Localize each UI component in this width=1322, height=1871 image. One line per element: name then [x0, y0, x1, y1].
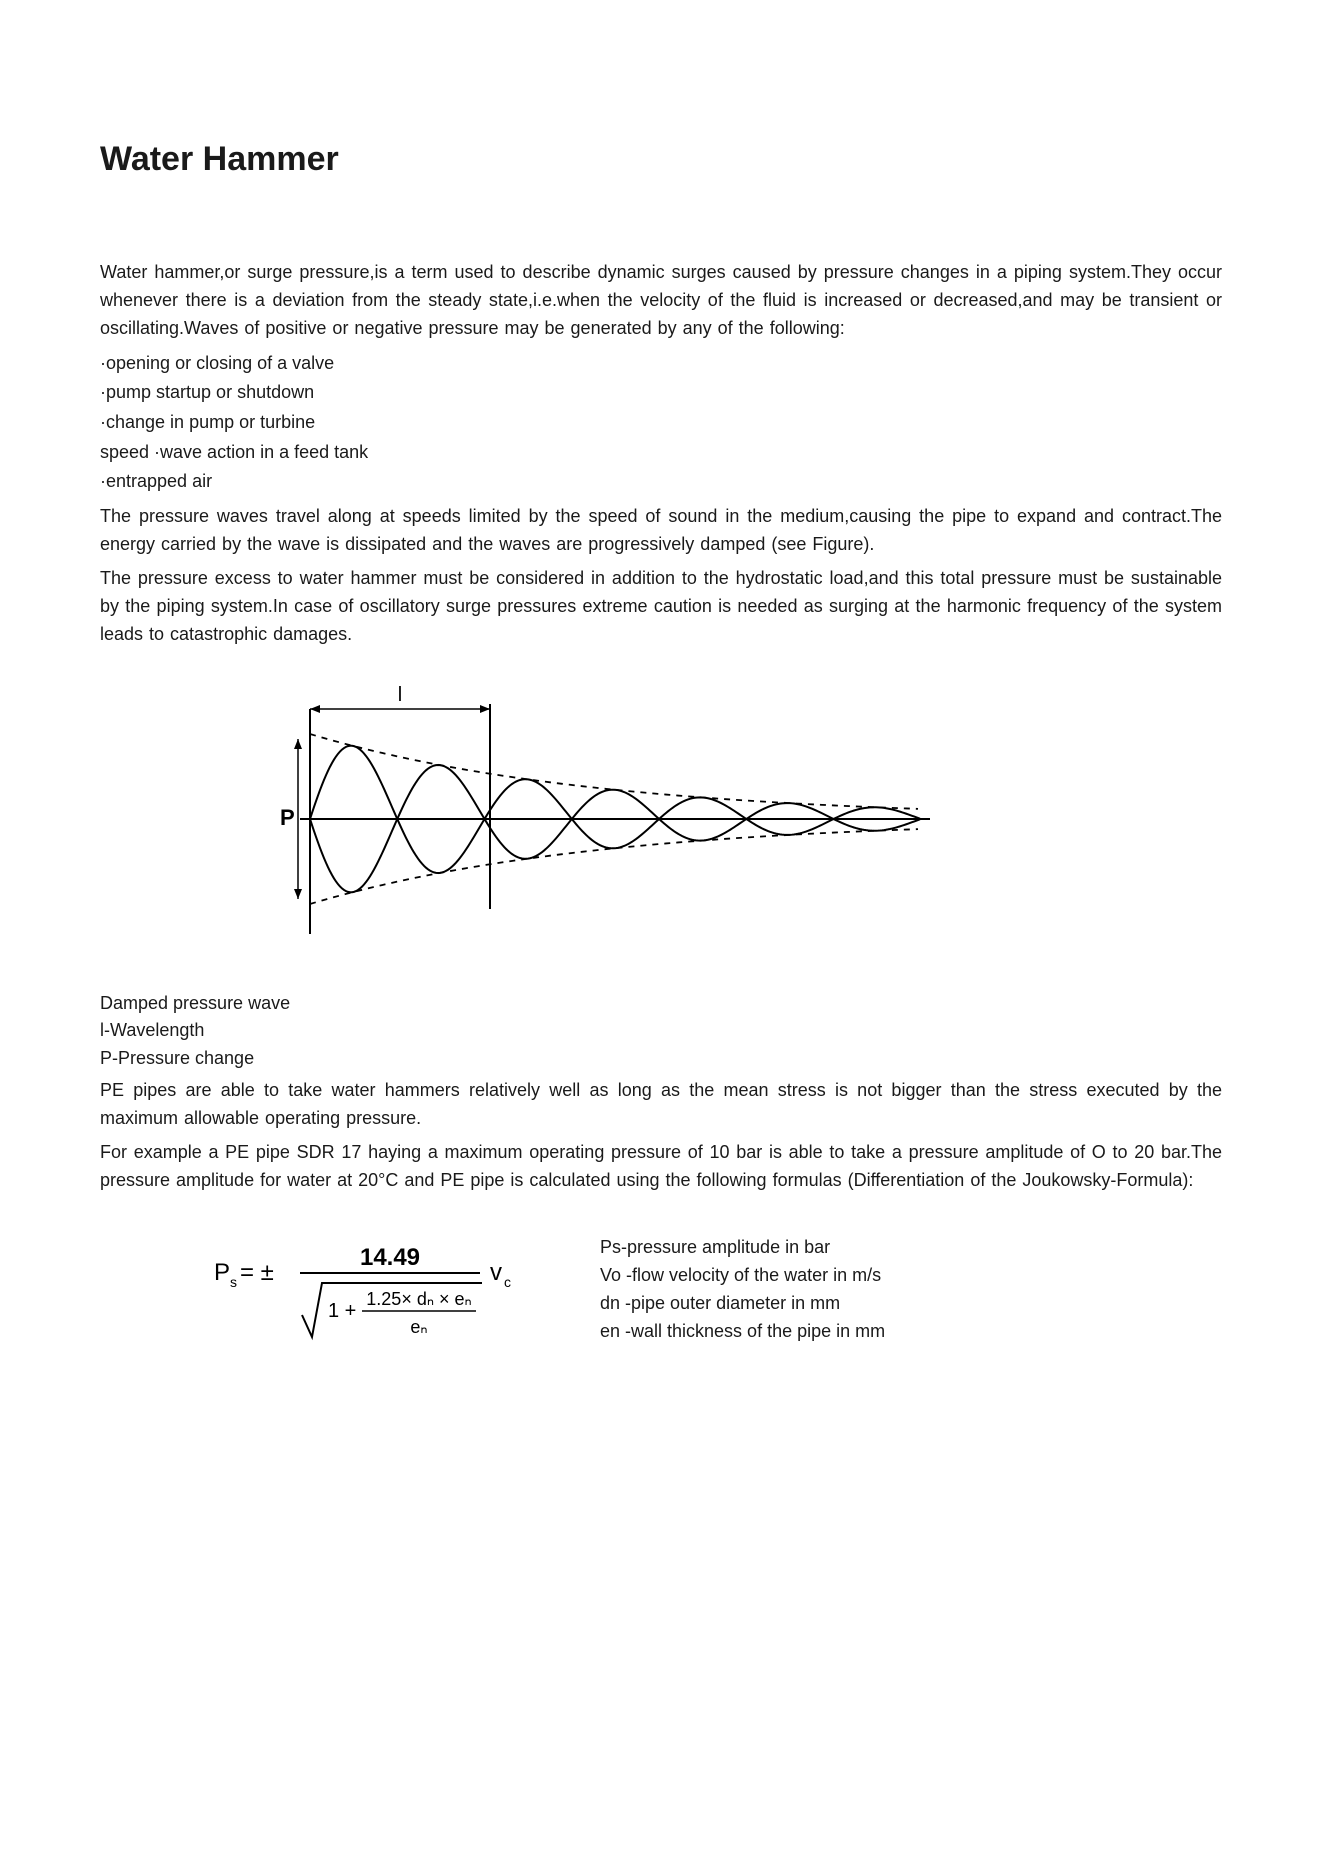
legend-ps: Ps-pressure amplitude in bar — [600, 1234, 1222, 1262]
caption-title: Damped pressure wave — [100, 990, 1222, 1018]
svg-text:v: v — [490, 1259, 502, 1286]
bullet-speed-wave: speed ·wave action in a feed tank — [100, 438, 1222, 468]
wave-travel-paragraph: The pressure waves travel along at speed… — [100, 503, 1222, 559]
svg-text:P: P — [280, 805, 295, 830]
formula-legend: Ps-pressure amplitude in bar Vo -flow ve… — [600, 1234, 1222, 1346]
cause-list: opening or closing of a valve pump start… — [100, 349, 1222, 497]
example-paragraph: For example a PE pipe SDR 17 haying a ma… — [100, 1139, 1222, 1195]
intro-paragraph: Water hammer,or surge pressure,is a term… — [100, 259, 1222, 343]
pressure-excess-paragraph: The pressure excess to water hammer must… — [100, 565, 1222, 649]
legend-dn: dn -pipe outer diameter in mm — [600, 1290, 1222, 1318]
figure-caption: Damped pressure wave l-Wavelength P-Pres… — [100, 990, 1222, 1074]
bullet-air: entrapped air — [100, 467, 1222, 497]
caption-pressure: P-Pressure change — [100, 1045, 1222, 1073]
svg-text:eₙ: eₙ — [410, 1317, 427, 1337]
svg-text:c: c — [504, 1274, 511, 1290]
page-title: Water Hammer — [100, 140, 1222, 179]
svg-text:1 +: 1 + — [328, 1300, 356, 1322]
caption-wavelength: l-Wavelength — [100, 1017, 1222, 1045]
svg-text:= ±: = ± — [240, 1259, 274, 1286]
svg-text:P: P — [214, 1259, 230, 1286]
formula-row: Ps = ± 14.49 1 + 1.25× dₙ × eₙ eₙ vc Ps-pre… — [100, 1225, 1222, 1355]
svg-text:14.49: 14.49 — [360, 1244, 420, 1271]
svg-text:l: l — [398, 684, 402, 706]
bullet-pump: pump startup or shutdown — [100, 378, 1222, 408]
pe-pipes-paragraph: PE pipes are able to take water hammers … — [100, 1077, 1222, 1133]
svg-text:1.25× dₙ × eₙ: 1.25× dₙ × eₙ — [366, 1289, 471, 1309]
svg-text:s: s — [230, 1274, 237, 1290]
legend-en: en -wall thickness of the pipe in mm — [600, 1318, 1222, 1346]
joukowsky-formula: Ps = ± 14.49 1 + 1.25× dₙ × eₙ eₙ vc — [210, 1225, 530, 1355]
bullet-turbine: change in pump or turbine — [100, 408, 1222, 438]
legend-vo: Vo -flow velocity of the water in m/s — [600, 1262, 1222, 1290]
damped-wave-figure: lP — [220, 679, 940, 959]
bullet-valve: opening or closing of a valve — [100, 349, 1222, 379]
